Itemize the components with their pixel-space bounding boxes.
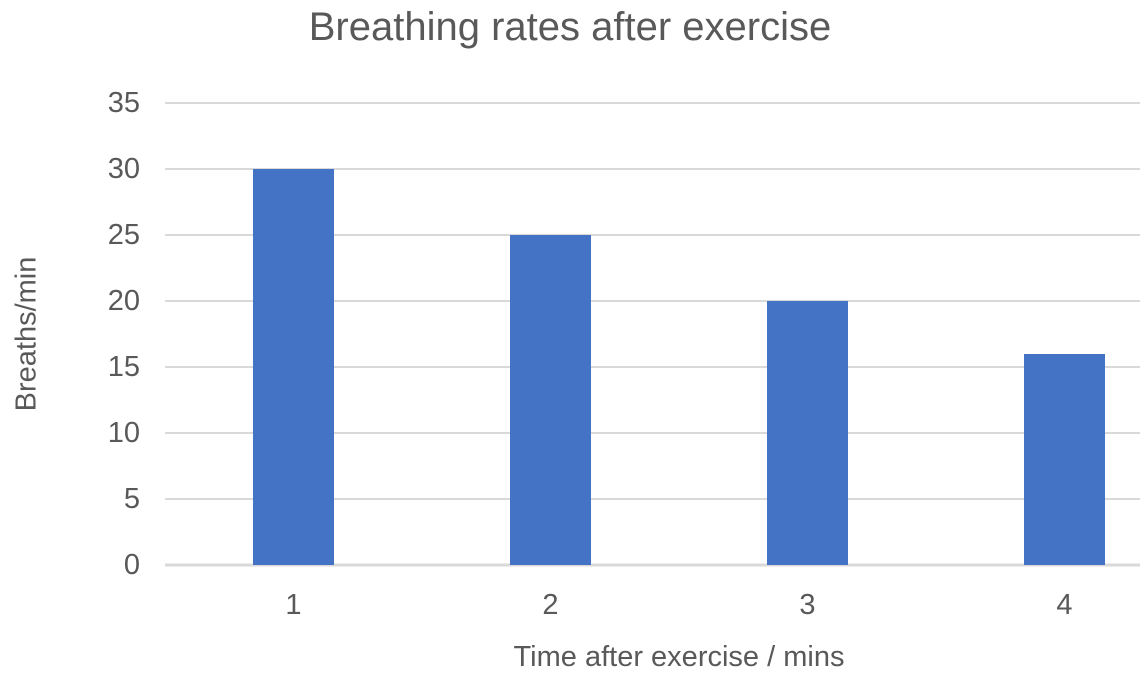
y-axis-title: Breaths/min bbox=[10, 256, 43, 412]
y-tick-label: 0 bbox=[123, 549, 140, 581]
bar bbox=[1024, 353, 1105, 565]
bar bbox=[767, 301, 848, 565]
bar bbox=[253, 169, 334, 565]
gridline bbox=[165, 234, 1140, 236]
gridline bbox=[165, 432, 1140, 434]
gridline bbox=[165, 498, 1140, 500]
y-tick-label: 35 bbox=[107, 87, 140, 119]
x-tick-label: 4 bbox=[1056, 589, 1073, 621]
x-tick-label: 2 bbox=[542, 589, 559, 621]
x-axis-title: Time after exercise / mins bbox=[513, 641, 845, 673]
y-tick-label: 20 bbox=[107, 285, 140, 317]
gridline bbox=[165, 366, 1140, 368]
y-tick-label: 25 bbox=[107, 219, 140, 251]
y-tick-label: 30 bbox=[107, 153, 140, 185]
bar bbox=[510, 235, 591, 565]
y-tick-label: 5 bbox=[123, 483, 140, 515]
y-tick-label: 10 bbox=[107, 417, 140, 449]
chart-title: Breathing rates after exercise bbox=[308, 5, 832, 49]
gridline bbox=[165, 168, 1140, 170]
x-tick-label: 1 bbox=[285, 589, 302, 621]
x-tick-label: 3 bbox=[799, 589, 816, 621]
y-tick-label: 15 bbox=[107, 351, 140, 383]
x-axis-line bbox=[165, 563, 1140, 567]
gridline bbox=[165, 300, 1140, 302]
gridline bbox=[165, 102, 1140, 104]
plot-area bbox=[165, 102, 1140, 567]
